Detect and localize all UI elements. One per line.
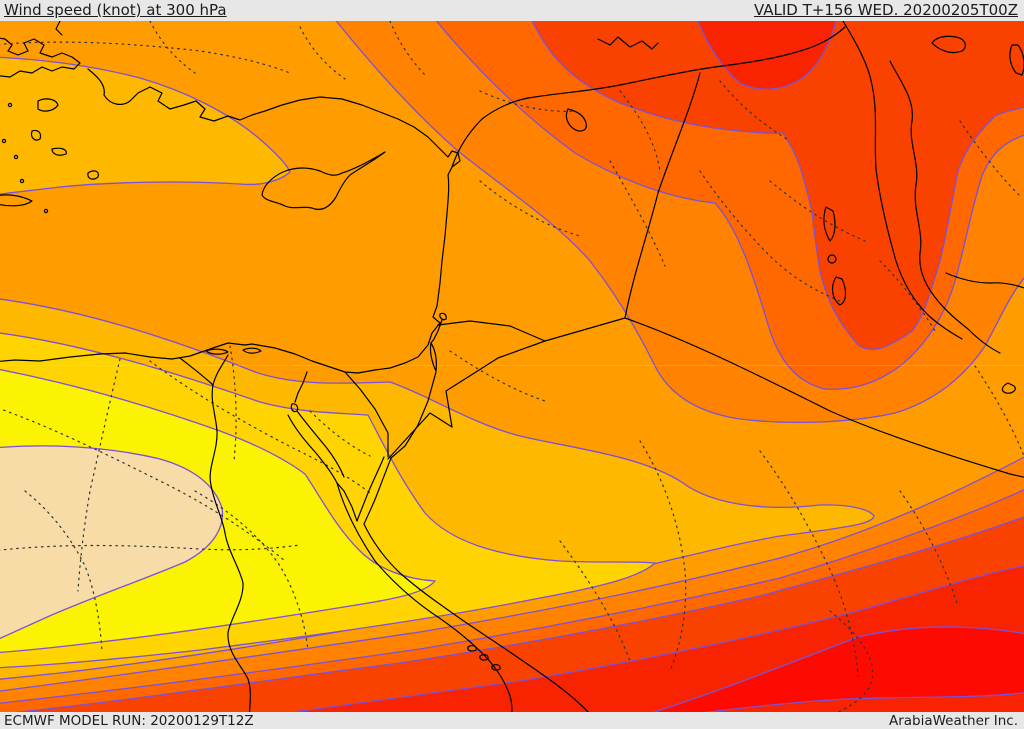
coastline-bosphorus <box>55 21 63 36</box>
island-rhodes <box>87 170 99 180</box>
band-bottom-bright-red <box>652 626 1024 712</box>
island-chios <box>30 129 42 141</box>
geography <box>0 21 1024 712</box>
gulf-of-suez-east <box>296 410 345 478</box>
border-iraq-iran <box>842 21 963 340</box>
aegean-islet <box>43 208 49 214</box>
jordan-river <box>430 319 443 344</box>
aegean-islet <box>13 154 19 160</box>
lake-urmia <box>1009 44 1024 76</box>
band-ne-red-blob <box>697 21 837 90</box>
island-samos <box>51 147 67 156</box>
border-israel-jordan-rift <box>390 371 437 459</box>
model-run-label: ECMWF MODEL RUN: 20200129T12Z <box>4 712 254 729</box>
gulf-of-aqaba-east <box>363 457 392 525</box>
contour-bands <box>0 21 1024 712</box>
red-sea-islands <box>467 644 501 671</box>
tigris-river <box>889 60 1001 354</box>
island-crete-east <box>0 194 33 207</box>
border-turkey-syria-iraq <box>451 26 846 168</box>
red-sea-african-shore <box>336 482 513 712</box>
cyprus-island <box>261 151 386 210</box>
delta-lagoon-burullus <box>205 348 229 355</box>
lake-tuz <box>565 108 587 132</box>
lake-habbaniyah <box>827 254 837 264</box>
persian-gulf-head <box>945 272 1024 289</box>
lake-tharthar <box>823 206 836 242</box>
map-header: Wind speed (knot) at 300 hPa VALID T+156… <box>0 0 1024 21</box>
coastline-marmara <box>0 37 81 78</box>
gulf-of-suez-west <box>287 414 345 492</box>
admin-boundaries <box>0 21 1024 712</box>
band-ne-orange-red <box>531 21 1024 351</box>
gulf-of-aqaba-west <box>356 456 385 522</box>
lake-van <box>931 35 966 54</box>
nile-branch <box>179 357 214 386</box>
map-footer: ECMWF MODEL RUN: 20200129T12Z ArabiaWeat… <box>0 712 1024 729</box>
border-egypt-israel <box>344 371 389 458</box>
aegean-islet <box>19 178 25 184</box>
band-aegean-amber-lens <box>0 56 291 195</box>
sinai-south-coast <box>343 490 358 522</box>
dead-sea <box>429 342 437 372</box>
turkey-reservoirs <box>597 36 659 50</box>
kuwait-bay <box>1001 382 1016 394</box>
map-canvas <box>0 21 1024 712</box>
border-syria-jordan <box>437 320 546 342</box>
sea-of-galilee <box>439 312 447 321</box>
coastline-turkey-levant-egypt <box>0 68 461 374</box>
wind-speed-contour-map <box>0 21 1024 712</box>
border-syria-iraq <box>624 72 701 319</box>
map-title: Wind speed (knot) at 300 hPa <box>4 1 227 19</box>
suez-canal <box>294 371 308 403</box>
red-sea-arabian-shore <box>363 523 589 712</box>
valid-time-label: VALID T+156 WED. 20200205T00Z <box>753 1 1018 19</box>
lake-razzaza <box>831 276 847 306</box>
island-lesbos <box>37 98 59 112</box>
aegean-islet <box>7 102 13 108</box>
nile-river <box>209 354 251 712</box>
delta-lagoon-manzala <box>242 347 262 354</box>
aegean-islet <box>1 138 7 144</box>
border-iraq-saudi <box>624 317 1024 478</box>
render-artifact-line <box>0 365 1024 366</box>
source-attribution: ArabiaWeather Inc. <box>888 712 1018 729</box>
